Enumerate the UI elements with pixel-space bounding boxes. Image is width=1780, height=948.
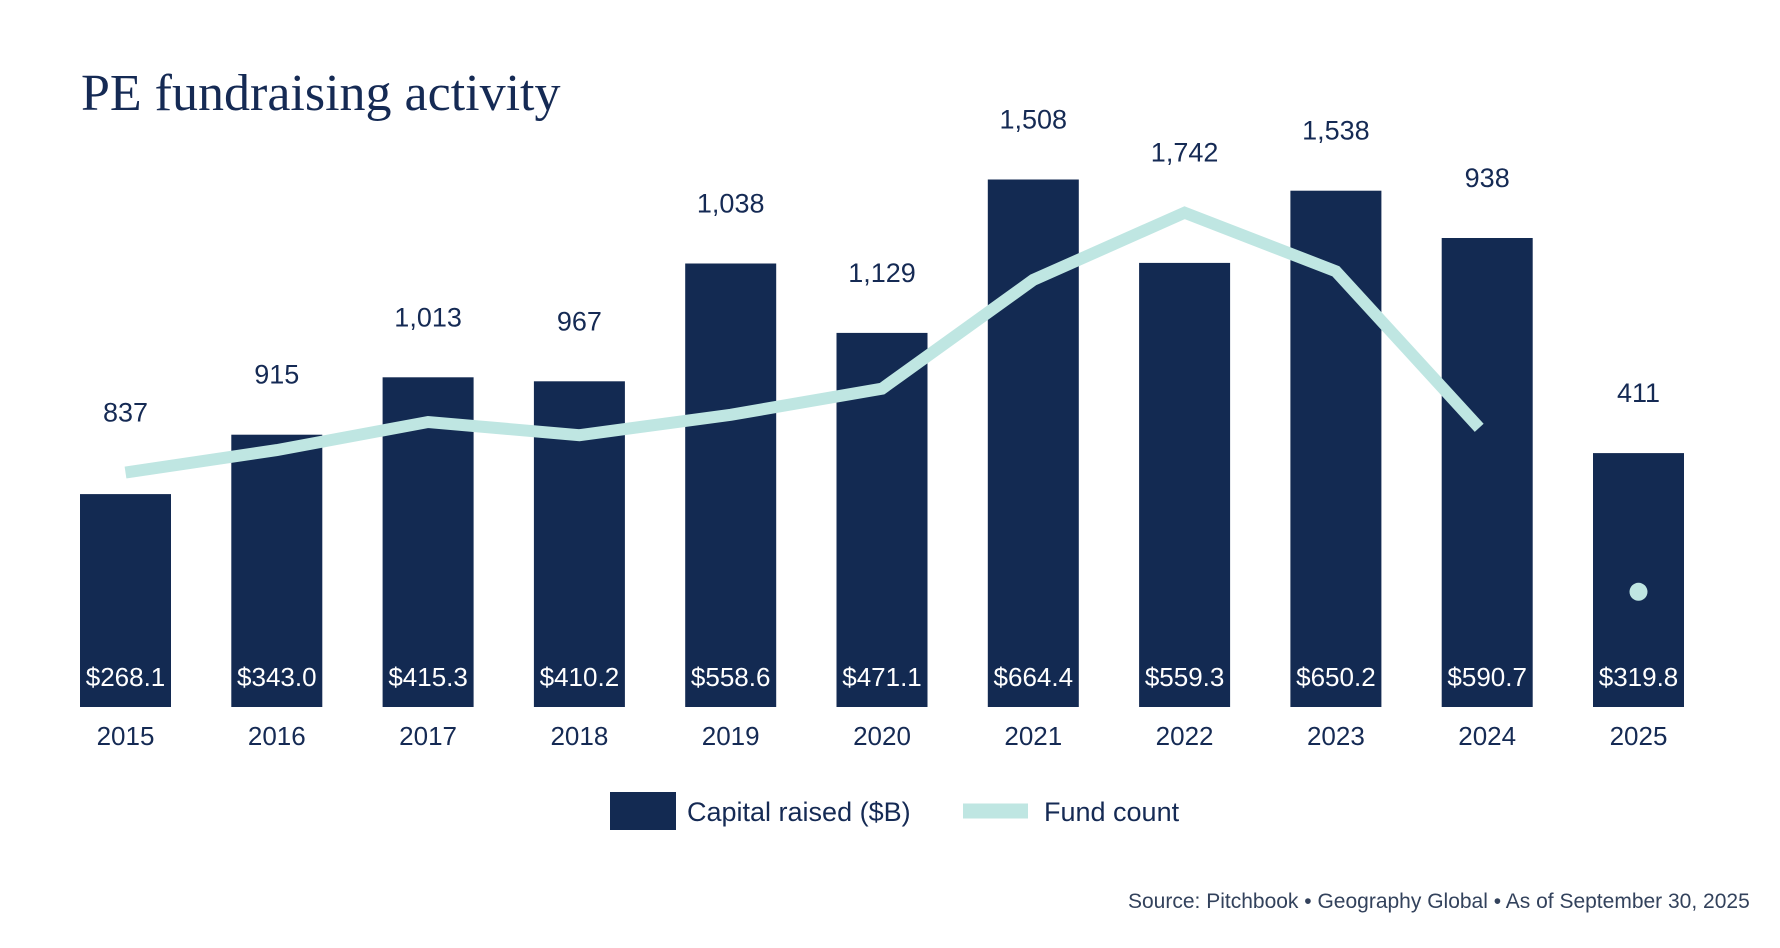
svg-text:2025: 2025 [1610,721,1668,751]
svg-text:411: 411 [1617,378,1660,408]
svg-text:1,742: 1,742 [1151,138,1219,168]
svg-text:$664.4: $664.4 [994,662,1074,692]
svg-text:$343.0: $343.0 [237,662,317,692]
svg-text:$650.2: $650.2 [1296,662,1376,692]
svg-text:$559.3: $559.3 [1145,662,1225,692]
svg-text:2019: 2019 [702,721,760,751]
svg-text:2022: 2022 [1156,721,1214,751]
svg-text:2020: 2020 [853,721,911,751]
svg-text:$319.8: $319.8 [1599,662,1679,692]
svg-text:1,038: 1,038 [697,189,765,219]
svg-text:2017: 2017 [399,721,457,751]
svg-text:915: 915 [254,360,299,390]
svg-text:1,508: 1,508 [1000,105,1068,135]
svg-text:2015: 2015 [97,721,155,751]
svg-text:Fund count: Fund count [1044,797,1180,827]
svg-text:2021: 2021 [1004,721,1062,751]
svg-text:2016: 2016 [248,721,306,751]
svg-text:1,538: 1,538 [1302,116,1370,146]
svg-text:938: 938 [1465,163,1510,193]
svg-text:1,013: 1,013 [394,302,462,332]
svg-text:Capital raised ($B): Capital raised ($B) [687,797,911,827]
svg-text:837: 837 [103,398,148,428]
svg-text:$410.2: $410.2 [540,662,620,692]
svg-text:$268.1: $268.1 [86,662,166,692]
svg-text:1,129: 1,129 [848,258,916,288]
svg-text:967: 967 [557,306,602,336]
svg-text:$590.7: $590.7 [1447,662,1527,692]
svg-text:$558.6: $558.6 [691,662,771,692]
svg-text:2024: 2024 [1458,721,1516,751]
svg-text:$471.1: $471.1 [842,662,922,692]
svg-text:2018: 2018 [550,721,608,751]
svg-text:$415.3: $415.3 [388,662,468,692]
svg-text:2023: 2023 [1307,721,1365,751]
